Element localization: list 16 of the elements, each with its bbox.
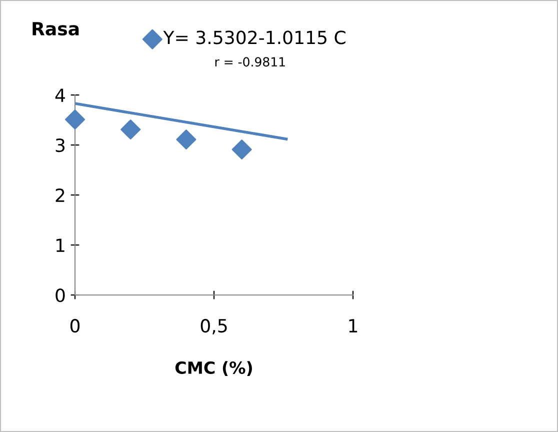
- y-tick-label: 1: [56, 238, 64, 252]
- point: [120, 119, 141, 140]
- text: r = -0.9811: [215, 57, 285, 67]
- y-tick-label: 4: [55, 88, 65, 102]
- y-tick-label: 3: [56, 138, 65, 152]
- x-tick-label: 1: [349, 319, 358, 332]
- legend-label: Y= 3.5302-1.0115 C: [163, 30, 346, 44]
- y-tick-label: 0: [56, 288, 65, 302]
- point: [176, 129, 196, 150]
- y-tick-label: 2: [56, 188, 64, 202]
- x-axis-title: CMC (%): [175, 361, 252, 376]
- point: [64, 109, 86, 130]
- x-tick-label: 0: [70, 318, 80, 333]
- x-tick-label: 0,5: [200, 318, 227, 334]
- point: [232, 139, 252, 160]
- y-axis-title: Rasa: [32, 22, 79, 36]
